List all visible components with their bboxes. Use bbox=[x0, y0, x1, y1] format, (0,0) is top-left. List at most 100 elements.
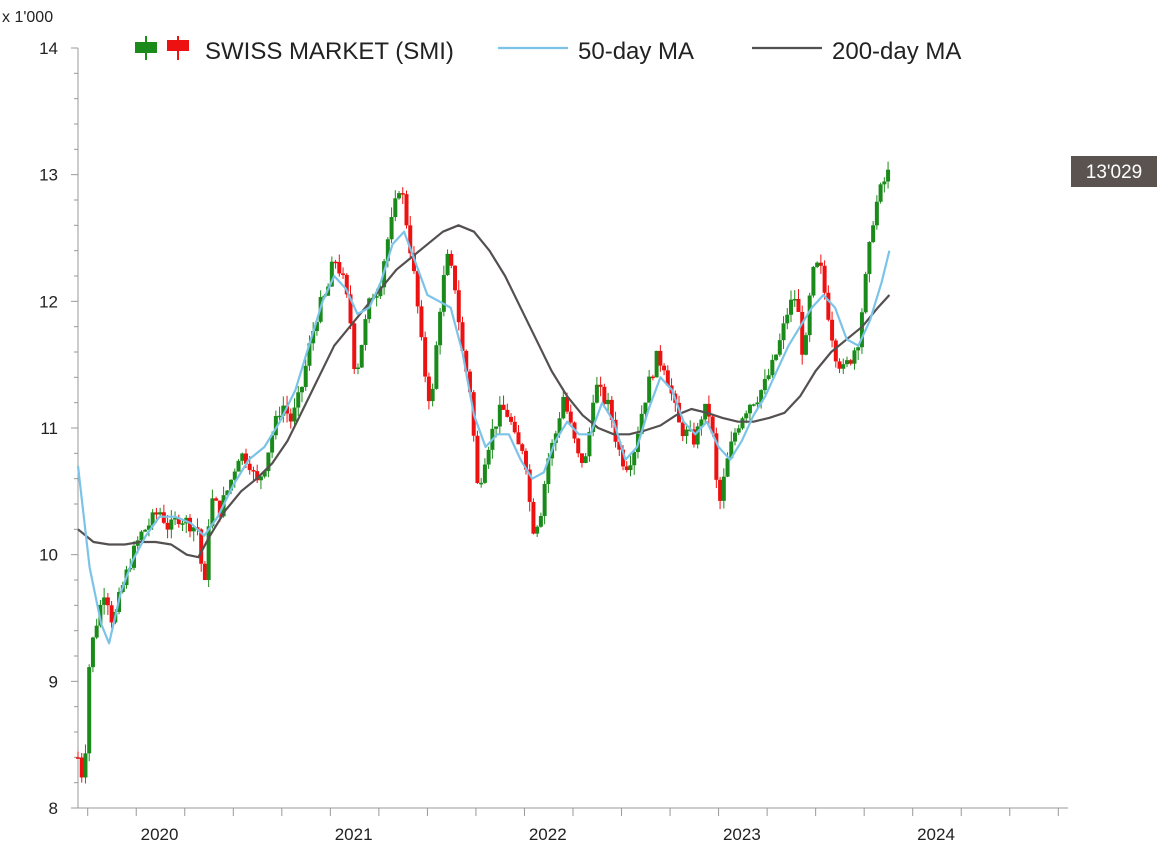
legend: SWISS MARKET (SMI) 50-day MA 200-day MA bbox=[135, 36, 961, 65]
candle-up bbox=[803, 332, 808, 356]
candle-up bbox=[441, 265, 446, 317]
moving-average-lines bbox=[76, 224, 891, 645]
x-tick-label: 2023 bbox=[723, 825, 761, 844]
candle-up bbox=[180, 519, 185, 532]
candle-down bbox=[337, 254, 342, 277]
candle-down bbox=[665, 365, 670, 386]
candle-up bbox=[859, 308, 864, 354]
candle-down bbox=[341, 267, 346, 279]
candle-down bbox=[505, 403, 510, 418]
candle-up bbox=[785, 308, 790, 330]
candle-up bbox=[781, 316, 786, 350]
ma200-line bbox=[77, 224, 891, 559]
candle-down bbox=[255, 464, 260, 483]
candle-up bbox=[542, 480, 547, 525]
candle-up bbox=[479, 477, 484, 488]
candle-up bbox=[587, 427, 592, 462]
candle-down bbox=[520, 443, 525, 455]
candle-up bbox=[535, 525, 540, 537]
candle-up bbox=[811, 265, 816, 298]
candle-up bbox=[87, 664, 92, 762]
candle-up bbox=[363, 314, 368, 351]
candle-down bbox=[826, 285, 831, 322]
candle-up bbox=[733, 428, 738, 446]
candle-down bbox=[400, 187, 405, 204]
candle-up bbox=[191, 526, 196, 542]
legend-label-smi: SWISS MARKET (SMI) bbox=[205, 38, 454, 65]
candle-down bbox=[426, 372, 431, 410]
candle-up bbox=[841, 358, 846, 374]
candle-up bbox=[882, 177, 887, 193]
y-tick-label: 14 bbox=[39, 39, 58, 58]
candle-up bbox=[747, 403, 752, 421]
candle-down bbox=[662, 363, 667, 376]
candle-up bbox=[606, 392, 611, 413]
candle-down bbox=[288, 408, 293, 429]
candle-up bbox=[845, 356, 850, 368]
x-tick-label: 2022 bbox=[529, 825, 567, 844]
candle-up bbox=[393, 190, 398, 222]
candle-up bbox=[792, 290, 797, 308]
candle-down bbox=[460, 316, 465, 352]
candle-up bbox=[695, 422, 700, 449]
candle-down bbox=[706, 395, 711, 427]
candle-up bbox=[486, 446, 491, 469]
last-price-badge: 13'029 bbox=[1071, 156, 1157, 187]
candle-up bbox=[83, 744, 88, 784]
last-price-background bbox=[1071, 156, 1157, 187]
candle-down bbox=[830, 311, 835, 348]
candle-up bbox=[90, 636, 95, 673]
candle-up bbox=[762, 369, 767, 395]
candle-up bbox=[169, 510, 174, 539]
candle-down bbox=[176, 514, 181, 528]
candle-down bbox=[404, 190, 409, 229]
candle-up bbox=[628, 455, 633, 477]
x-tick-label: 2024 bbox=[917, 825, 955, 844]
x-tick-label: 2021 bbox=[335, 825, 373, 844]
candle-up bbox=[759, 389, 764, 409]
candle-down bbox=[352, 321, 357, 374]
candle-down bbox=[165, 515, 170, 539]
candle-up bbox=[871, 221, 876, 244]
candle-down bbox=[79, 752, 84, 783]
candle-up bbox=[755, 396, 760, 408]
candle-up bbox=[389, 207, 394, 244]
candle-up bbox=[561, 388, 566, 420]
candle-down bbox=[624, 461, 629, 473]
candle-up bbox=[355, 363, 360, 375]
candle-down bbox=[109, 601, 114, 629]
candle-down bbox=[214, 496, 219, 502]
candle-up bbox=[273, 410, 278, 440]
candle-up bbox=[143, 528, 148, 533]
candle-up bbox=[856, 344, 861, 360]
candle-down bbox=[423, 331, 428, 383]
y-tick-label: 9 bbox=[49, 672, 58, 691]
candle-down bbox=[161, 504, 166, 525]
candle-up bbox=[139, 530, 144, 543]
candle-down bbox=[449, 250, 454, 269]
candle-up bbox=[94, 618, 99, 640]
candle-down bbox=[453, 265, 458, 294]
candle-down bbox=[658, 345, 663, 372]
candle-up bbox=[303, 359, 308, 391]
candle-up bbox=[146, 518, 151, 537]
candle-up bbox=[184, 515, 189, 534]
candle-up bbox=[497, 396, 502, 435]
candle-down bbox=[714, 427, 719, 489]
y-tick-label: 8 bbox=[49, 799, 58, 818]
candle-up bbox=[766, 368, 771, 381]
candle-up bbox=[789, 290, 794, 323]
candle-up bbox=[863, 271, 868, 314]
candle-up bbox=[281, 396, 286, 423]
candle-down bbox=[848, 358, 853, 366]
candle-down bbox=[650, 374, 655, 381]
candle-down bbox=[568, 404, 573, 425]
candle-up bbox=[266, 452, 271, 478]
candle-up bbox=[538, 512, 543, 528]
candle-down bbox=[509, 413, 514, 425]
candle-down bbox=[833, 338, 838, 368]
y-tick-label: 11 bbox=[40, 419, 58, 438]
candle-up bbox=[867, 241, 872, 283]
candle-up bbox=[874, 195, 879, 230]
